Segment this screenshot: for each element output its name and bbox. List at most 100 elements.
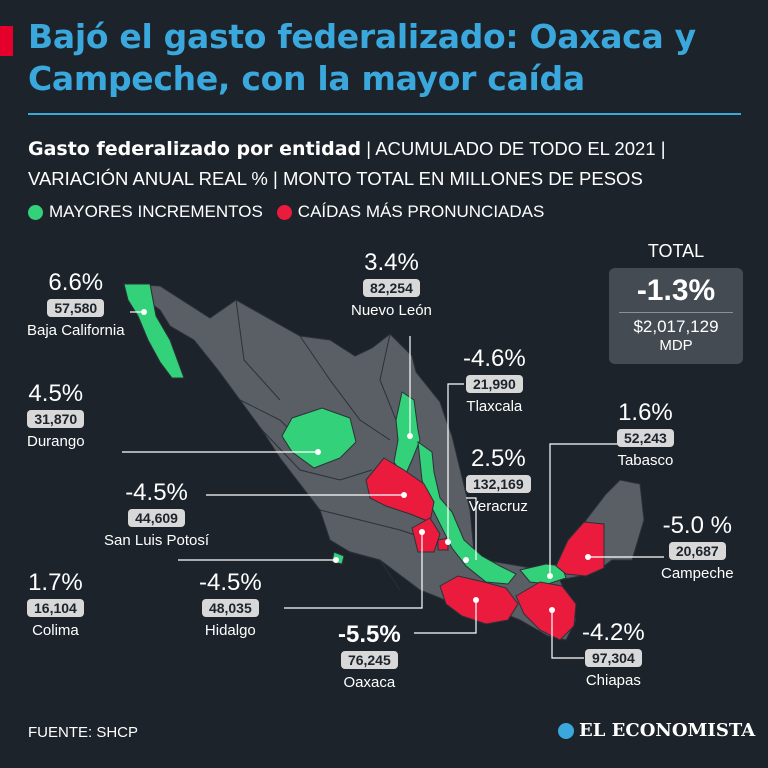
dot-chiapas [549, 607, 555, 613]
label-colima: 1.7% 16,104 Colima [27, 570, 84, 641]
title-divider [28, 113, 741, 115]
legend-increase-dot [28, 204, 43, 220]
globe-logo-icon [558, 722, 574, 739]
total-pct: -1.3% [636, 274, 716, 307]
label-campeche: -5.0 % 20,687 Campeche [661, 513, 734, 584]
state-tabasco [519, 563, 567, 585]
dot-baja-california [141, 309, 147, 315]
label-tabasco: 1.6% 52,243 Tabasco [617, 400, 674, 471]
dot-san-luis-potosi [401, 492, 407, 498]
dot-veracruz [463, 557, 469, 563]
state-amount: 132,169 [466, 475, 531, 493]
state-pct: 6.6% [48, 269, 104, 296]
state-amount: 20,687 [668, 542, 726, 560]
dot-colima [333, 557, 339, 563]
state-amount: 76,245 [340, 651, 398, 669]
state-pct: -4.5% [199, 569, 262, 596]
state-name: Durango [27, 433, 85, 450]
state-name: Chiapas [585, 672, 641, 689]
state-name: Colima [32, 622, 79, 639]
state-name: San Luis Potosí [104, 532, 210, 549]
leader-veracruz [466, 497, 477, 560]
state-pct: -5.0 % [662, 512, 732, 539]
state-amount: 21,990 [465, 375, 523, 393]
leader-lines [122, 311, 664, 659]
source-note: FUENTE: SHCP [28, 724, 139, 741]
state-chiapas [515, 581, 577, 641]
brand-name: EL ECONOMISTA [579, 720, 756, 741]
label-san-luis-potosi: -4.5% 44,609 San Luis Potosí [104, 480, 209, 551]
state-pct: 4.5% [28, 380, 84, 407]
state-amount: 57,580 [47, 299, 105, 317]
state-name: Baja California [27, 322, 125, 339]
state-san-luis-potosi [365, 457, 435, 523]
total-box: -1.3% $2,017,129 MDP [609, 268, 743, 364]
state-hidalgo [411, 517, 441, 553]
subtitle-bold: Gasto federalizado por entidad [28, 138, 362, 160]
state-name: Tlaxcala [466, 398, 523, 415]
dot-hidalgo [419, 529, 425, 535]
state-amount: 44,609 [128, 509, 185, 527]
dot-tlaxcala [445, 539, 451, 545]
state-pct: -4.2% [582, 619, 645, 646]
state-amount: 52,243 [617, 429, 674, 447]
state-amount: 16,104 [27, 599, 84, 617]
leader-tabasco [549, 443, 620, 576]
state-amount: 48,035 [201, 599, 259, 617]
label-veracruz: 2.5% 132,169 Veracruz [466, 446, 531, 517]
legend-decrease-label: CAÍDAS MÁS PRONUNCIADAS [297, 202, 545, 221]
label-baja-california: 6.6% 57,580 Baja California [27, 270, 125, 341]
state-baja-california [123, 283, 185, 379]
state-campeche [555, 521, 605, 577]
dot-campeche [585, 554, 591, 560]
state-name: Tabasco [617, 452, 674, 469]
state-pct: 3.4% [364, 249, 419, 276]
leader-tlaxcala [447, 383, 464, 542]
label-nuevo-leon: 3.4% 82,254 Nuevo León [351, 250, 432, 321]
label-hidalgo: -4.5% 48,035 Hidalgo [199, 570, 262, 641]
brand-logo: EL ECONOMISTA [558, 720, 755, 741]
dot-tabasco [547, 573, 553, 579]
state-amount: 82,254 [363, 279, 420, 297]
state-durango [281, 407, 357, 469]
state-dots [141, 309, 591, 613]
label-durango: 4.5% 31,870 Durango [27, 381, 85, 452]
total-unit: MDP [659, 337, 693, 354]
subtitle-rest: | ACUMULADO DE TODO EL 2021 | [361, 138, 666, 159]
state-amount: 31,870 [27, 410, 85, 428]
subtitle-line-2: VARIACIÓN ANUAL REAL % | MONTO TOTAL EN … [28, 168, 643, 189]
total-amount: $2,017,129 [633, 317, 719, 336]
state-pct: 1.7% [28, 569, 83, 596]
state-pct: 1.6% [618, 399, 673, 426]
state-pct: 2.5% [470, 445, 526, 472]
total-divider [619, 312, 733, 313]
state-nuevo-leon [393, 391, 421, 480]
state-name: Campeche [661, 565, 734, 582]
label-oaxaca: -5.5% 76,245 Oaxaca [338, 622, 401, 693]
red-accent-bar [0, 26, 13, 56]
legend-increase-label: MAYORES INCREMENTOS [49, 202, 263, 221]
state-name: Nuevo León [351, 302, 432, 319]
state-name: Oaxaca [343, 674, 396, 691]
dot-oaxaca [473, 597, 479, 603]
leader-hidalgo [284, 532, 423, 609]
state-pct: -4.5% [125, 479, 188, 506]
state-amount: 97,304 [584, 649, 642, 667]
leader-oaxaca [414, 600, 477, 634]
state-name: Hidalgo [204, 622, 256, 639]
dot-nuevo-leon [407, 433, 413, 439]
state-pct: -5.5% [338, 621, 401, 648]
total-label: TOTAL [647, 241, 705, 261]
state-pct: -4.6% [463, 345, 526, 372]
label-tlaxcala: -4.6% 21,990 Tlaxcala [463, 346, 526, 417]
subtitle-line-1: Gasto federalizado por entidad | ACUMULA… [28, 137, 666, 161]
state-name: Veracruz [468, 498, 528, 515]
legend-decrease-dot [276, 204, 292, 220]
legend: MAYORES INCREMENTOS CAÍDAS MÁS PRONUNCIA… [28, 202, 544, 222]
label-chiapas: -4.2% 97,304 Chiapas [582, 620, 645, 691]
state-veracruz [417, 440, 517, 585]
leader-chiapas [551, 610, 584, 659]
dot-durango [315, 449, 321, 455]
highlighted-states [123, 283, 605, 641]
